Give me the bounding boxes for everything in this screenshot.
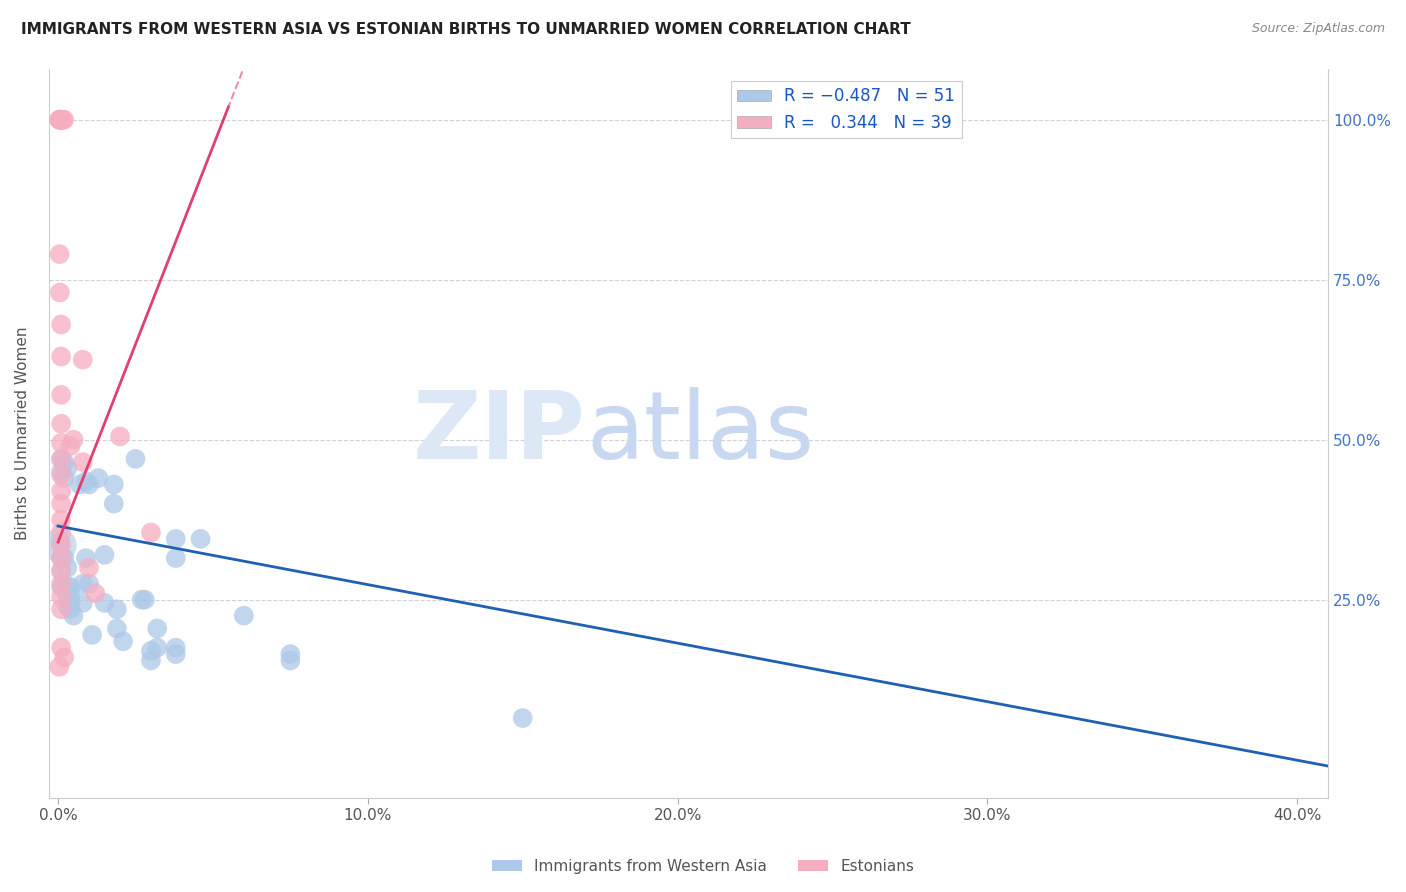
Point <box>49 388 72 402</box>
Text: atlas: atlas <box>586 387 814 479</box>
Point <box>49 525 72 540</box>
Point <box>49 451 72 466</box>
Point <box>49 436 72 450</box>
Point <box>49 513 72 527</box>
Point <box>49 417 72 431</box>
Point <box>72 596 94 610</box>
Text: Source: ZipAtlas.com: Source: ZipAtlas.com <box>1251 22 1385 36</box>
Point <box>62 433 84 447</box>
Point <box>56 599 79 613</box>
Point <box>165 532 187 546</box>
Point <box>232 608 254 623</box>
Point <box>53 650 76 665</box>
Point <box>165 640 187 655</box>
Point <box>49 564 72 578</box>
Point <box>59 580 82 594</box>
Point <box>75 551 97 566</box>
Point <box>49 318 72 332</box>
Point <box>49 112 72 127</box>
Legend: R = −0.487   N = 51, R =   0.344   N = 39: R = −0.487 N = 51, R = 0.344 N = 39 <box>731 80 962 138</box>
Point <box>49 551 72 566</box>
Point <box>165 551 187 566</box>
Point <box>49 602 72 616</box>
Point <box>49 451 72 466</box>
Point <box>190 532 212 546</box>
Point <box>59 590 82 604</box>
Y-axis label: Births to Unmarried Women: Births to Unmarried Women <box>15 326 30 540</box>
Point <box>112 634 135 648</box>
Point <box>49 640 72 655</box>
Point <box>56 461 79 475</box>
Point <box>146 640 169 655</box>
Point <box>49 467 72 482</box>
Point <box>49 285 72 300</box>
Point <box>69 477 91 491</box>
Point <box>139 653 162 667</box>
Point <box>103 477 125 491</box>
Point <box>49 538 72 552</box>
Point <box>49 551 72 566</box>
Point <box>105 622 128 636</box>
Point <box>84 586 107 600</box>
Point <box>49 564 72 578</box>
Point <box>165 647 187 661</box>
Point <box>77 576 100 591</box>
Point <box>512 711 534 725</box>
Point <box>49 535 72 549</box>
Point <box>56 580 79 594</box>
Point <box>103 497 125 511</box>
Text: ZIP: ZIP <box>413 387 586 479</box>
Text: IMMIGRANTS FROM WESTERN ASIA VS ESTONIAN BIRTHS TO UNMARRIED WOMEN CORRELATION C: IMMIGRANTS FROM WESTERN ASIA VS ESTONIAN… <box>21 22 911 37</box>
Point <box>131 592 153 607</box>
Point <box>59 602 82 616</box>
Legend: Immigrants from Western Asia, Estonians: Immigrants from Western Asia, Estonians <box>485 853 921 880</box>
Point <box>53 471 76 485</box>
Point <box>49 112 72 127</box>
Point <box>59 439 82 453</box>
Point <box>105 602 128 616</box>
Point <box>53 455 76 469</box>
Point <box>53 551 76 566</box>
Point <box>48 112 70 127</box>
Point <box>82 628 104 642</box>
Point <box>56 590 79 604</box>
Point <box>124 451 146 466</box>
Point <box>49 497 72 511</box>
Point <box>280 647 302 661</box>
Point <box>93 548 115 562</box>
Point <box>49 576 72 591</box>
Point <box>49 465 72 479</box>
Point <box>139 644 162 658</box>
Point <box>49 350 72 364</box>
Point <box>72 455 94 469</box>
Point <box>48 247 70 261</box>
Point <box>72 576 94 591</box>
Point <box>49 483 72 498</box>
Point <box>52 112 75 127</box>
Point <box>62 608 84 623</box>
Point <box>77 477 100 491</box>
Point <box>48 112 70 127</box>
Point <box>59 596 82 610</box>
Point <box>280 653 302 667</box>
Point <box>49 590 72 604</box>
Point <box>134 592 156 607</box>
Point <box>49 580 72 594</box>
Point <box>48 538 70 552</box>
Point <box>56 560 79 574</box>
Point <box>93 596 115 610</box>
Point <box>77 560 100 574</box>
Point <box>75 475 97 489</box>
Point <box>108 429 131 443</box>
Point <box>87 471 110 485</box>
Point <box>49 112 72 127</box>
Point <box>53 112 76 127</box>
Point <box>49 112 72 127</box>
Point <box>48 660 70 674</box>
Point <box>146 622 169 636</box>
Point <box>139 525 162 540</box>
Point <box>72 352 94 367</box>
Point <box>49 112 72 127</box>
